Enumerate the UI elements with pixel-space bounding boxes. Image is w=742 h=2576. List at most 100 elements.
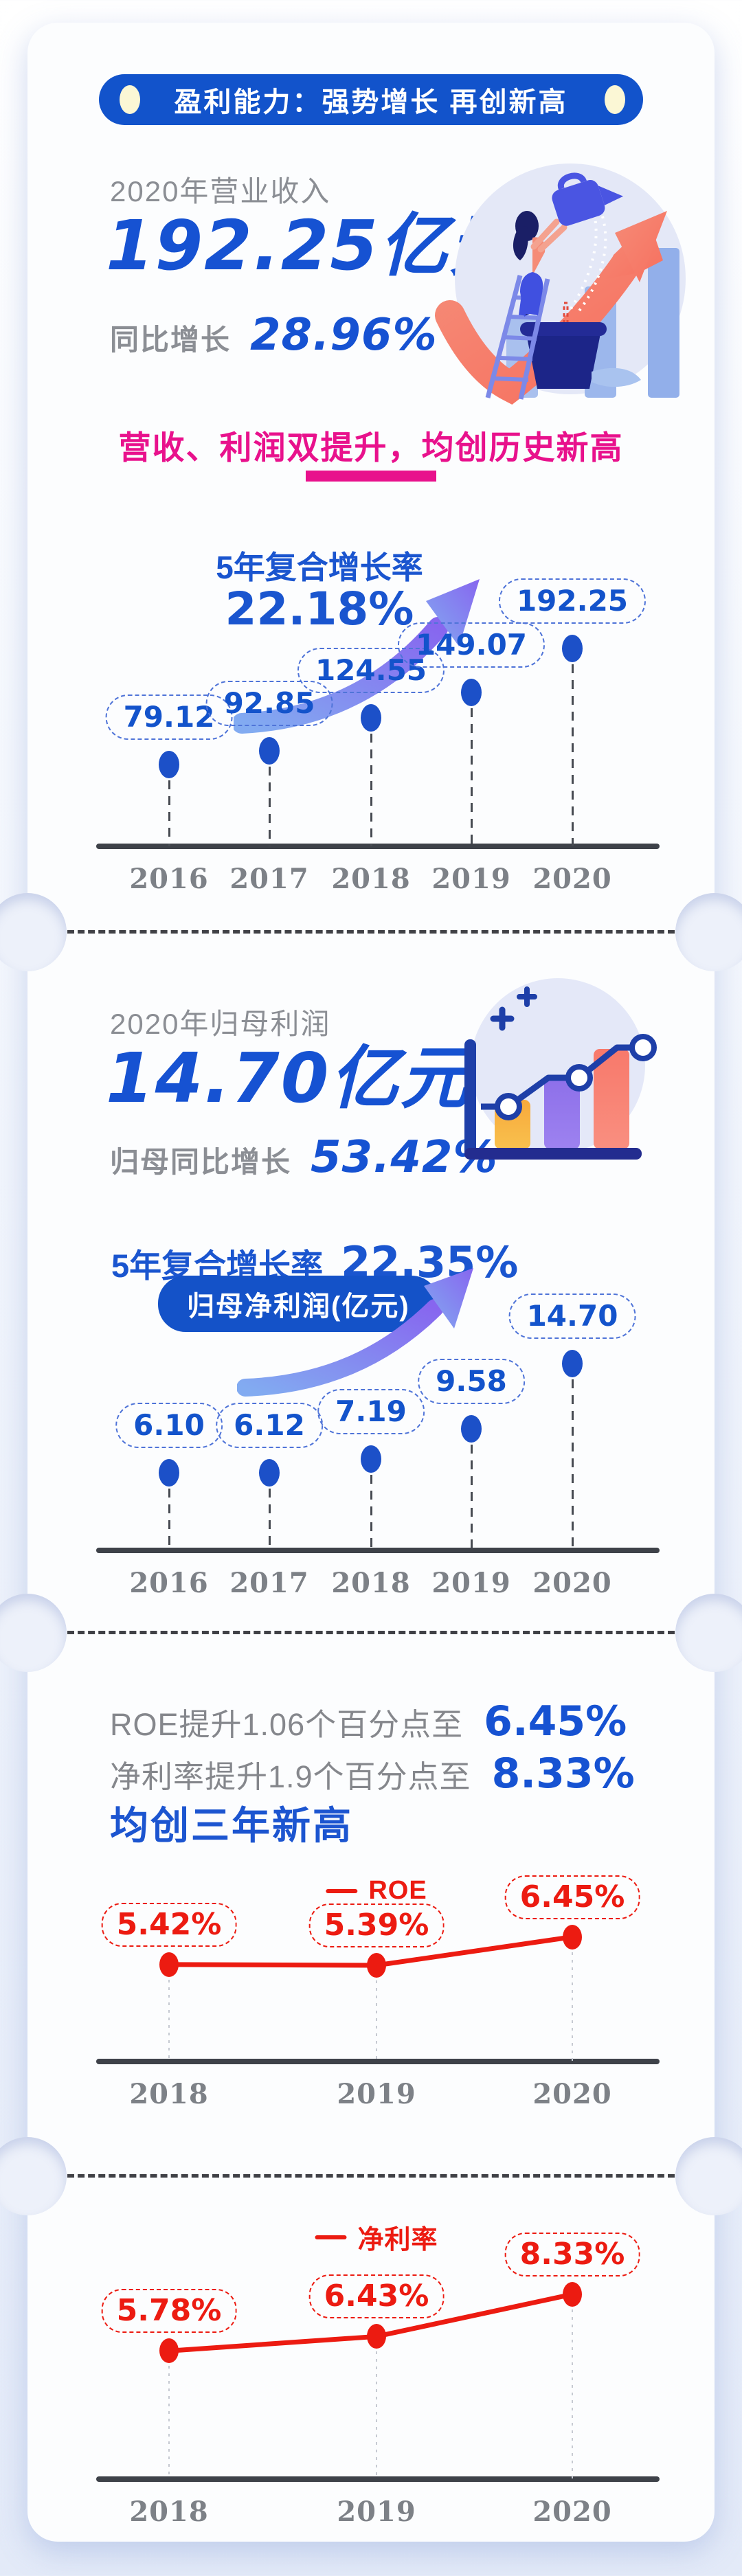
profit-series-pill: 归母净利润(亿元) (158, 1276, 439, 1332)
margin-metric-value: 8.33% (491, 1750, 635, 1798)
page-title: 盈利能力：强势增长 再创新高 (174, 87, 568, 117)
ticket-notch (0, 2137, 67, 2215)
data-point (367, 1952, 386, 1978)
value-label: 5.42% (101, 1902, 237, 1947)
data-point (361, 704, 381, 732)
roe-line-chart: 5.42% 2018 5.39% 2019 6.45% 2020 (27, 1875, 715, 2125)
value-label: 14.70 (508, 1293, 636, 1340)
roe-legend: ROE (326, 1876, 427, 1906)
axis-tick-label: 2018 (129, 2078, 209, 2110)
decor-dot-icon (605, 85, 625, 114)
section-divider (67, 930, 675, 934)
axis-tick-label: 2020 (532, 1567, 612, 1599)
x-axis (96, 2059, 660, 2064)
profit-lollipop-chart: 6.10 2016 6.12 2017 7.19 2018 9.58 2019 14.70 202… (27, 1293, 715, 1644)
net-margin-legend-label: 净利率 (357, 2226, 438, 2255)
revenue-cagr-label: 5年复合增长率 (216, 550, 423, 585)
net-margin-line-chart: 5.78% 2018 6.43% 2019 8.33% 2020 (27, 2207, 715, 2537)
axis-tick-label: 2020 (532, 2496, 612, 2528)
value-label: 8.33% (504, 2232, 640, 2276)
stem (571, 1936, 573, 2061)
data-point (159, 1459, 179, 1487)
axis-tick-label: 2019 (431, 1567, 511, 1599)
revenue-growth-row: 同比增长 28.96% (110, 310, 438, 361)
stem (571, 2294, 573, 2479)
axis-tick-label: 2019 (337, 2496, 416, 2528)
data-point (562, 1350, 583, 1378)
axis-tick-label: 2020 (532, 863, 612, 895)
metrics-headline: 均创三年新高 (110, 1804, 353, 1847)
decor-dot-icon (120, 85, 140, 114)
watering-plant-illustration (435, 163, 686, 405)
banner-underline (306, 471, 436, 482)
data-point (461, 1414, 482, 1443)
axis-tick-label: 2019 (431, 863, 511, 895)
revenue-cagr-value: 22.18% (225, 583, 414, 635)
ticket-notch (675, 1594, 742, 1672)
ticket-notch (675, 893, 742, 971)
data-point (259, 736, 280, 765)
roe-metric-value: 6.45% (484, 1697, 627, 1745)
x-axis (96, 2476, 660, 2482)
stem (470, 1428, 473, 1550)
roe-metric-line: ROE提升1.06个百分点至 6.45% (110, 1697, 627, 1745)
data-point (159, 2338, 179, 2364)
axis-tick-label: 2018 (331, 1567, 411, 1599)
ticket-notch (675, 2137, 742, 2215)
stem (375, 1965, 377, 2061)
legend-line-icon (326, 1888, 358, 1893)
stem (168, 1964, 170, 2061)
section-divider (67, 2174, 675, 2178)
stem (370, 1458, 372, 1550)
data-point (159, 1952, 179, 1977)
axis-tick-label: 2017 (229, 863, 309, 895)
axis-tick-label: 2019 (337, 2078, 416, 2110)
axis-tick-label: 2018 (331, 863, 411, 895)
data-point (562, 634, 583, 662)
margin-metric-label: 净利率提升1.9个百分点至 (110, 1759, 471, 1794)
stem (168, 2351, 170, 2479)
value-label: 5.78% (101, 2289, 237, 2334)
ticket-notch (0, 1594, 67, 1672)
value-label: 149.07 (397, 622, 546, 668)
revenue-growth-value: 28.96% (250, 310, 438, 361)
growth-arrow-icon (237, 1268, 473, 1397)
stem (268, 750, 271, 846)
axis-tick-label: 2016 (129, 1567, 209, 1599)
data-point (563, 2281, 582, 2307)
roe-legend-label: ROE (368, 1876, 427, 1905)
stem (370, 718, 372, 846)
data-point (367, 2324, 386, 2349)
data-point (159, 751, 179, 779)
value-label: 79.12 (105, 694, 233, 741)
value-label: 6.10 (115, 1403, 223, 1449)
axis-tick-label: 2017 (229, 1567, 309, 1599)
infographic-card: 盈利能力：强势增长 再创新高 2020年营业收入 192.25亿元 同比增长 2… (0, 23, 742, 2542)
ticket-notch (0, 893, 67, 971)
x-axis (96, 844, 660, 849)
net-margin-legend: 净利率 (315, 2218, 438, 2256)
stem (168, 765, 170, 846)
revenue-value: 192.25亿元 (106, 205, 519, 286)
axis-tick-label: 2020 (532, 2078, 612, 2110)
revenue-growth-label: 同比增长 (110, 324, 232, 356)
axis-tick-label: 2016 (129, 863, 209, 895)
header-banner: 盈利能力：强势增长 再创新高 (99, 74, 643, 125)
value-label: 6.43% (308, 2274, 445, 2319)
data-point (361, 1445, 381, 1473)
profit-growth-label: 归母同比增长 (110, 1146, 292, 1178)
value-label: 192.25 (498, 578, 647, 624)
stem (375, 2336, 377, 2479)
roe-metric-label: ROE提升1.06个百分点至 (110, 1707, 464, 1742)
axis-tick-label: 2018 (129, 2496, 209, 2528)
x-axis (96, 1548, 660, 1553)
value-label: 5.39% (308, 1903, 445, 1947)
revenue-lollipop-chart: 79.12 2016 92.85 2017 124.55 2018 149.07 2019 19… (27, 558, 715, 943)
growth-bar-chart-illustration (464, 978, 657, 1160)
margin-metric-line: 净利率提升1.9个百分点至 8.33% (110, 1750, 635, 1798)
stem (268, 1472, 271, 1550)
section-divider (67, 1631, 675, 1634)
stem (470, 692, 473, 846)
data-point (259, 1458, 280, 1487)
data-point (563, 1924, 582, 1950)
